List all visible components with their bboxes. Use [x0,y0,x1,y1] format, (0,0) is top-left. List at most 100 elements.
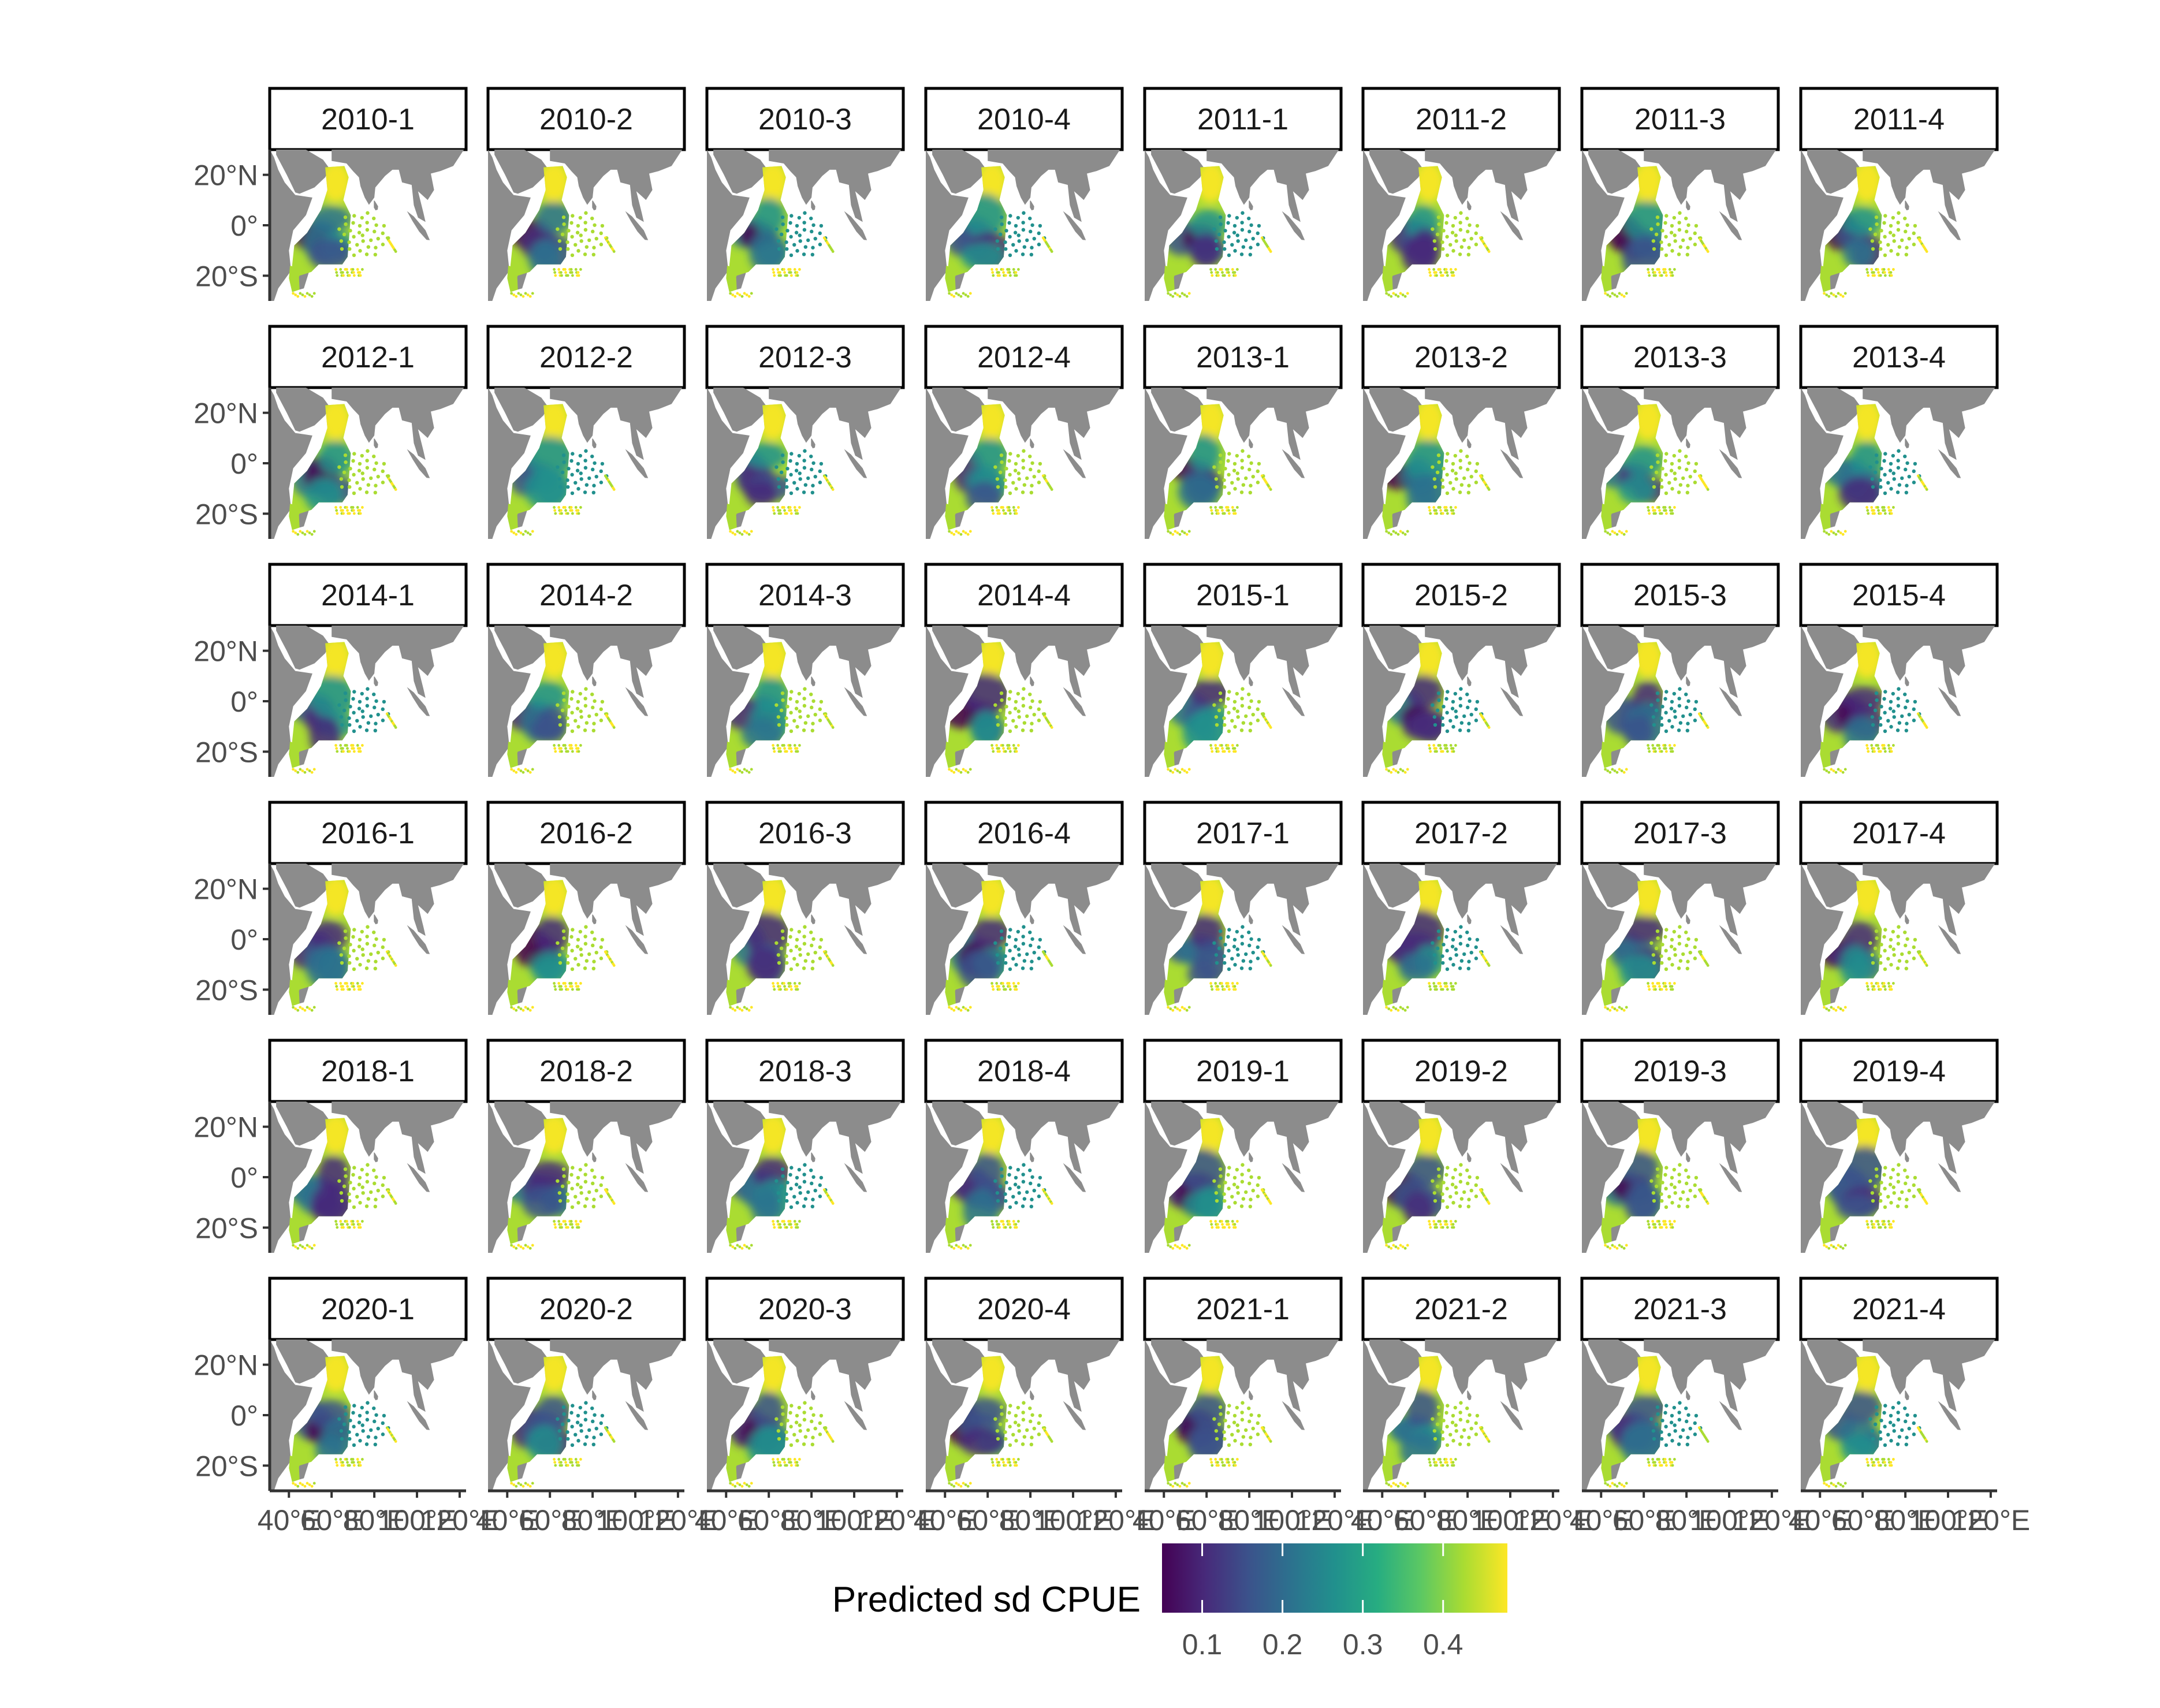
map-area [1363,150,1557,301]
land-sri-lanka [1686,200,1690,210]
map-area [1801,1102,1995,1253]
land-sri-lanka [1030,1390,1034,1400]
map-area [488,150,682,301]
land-south-asia [1425,1339,1557,1412]
y-axis: 20°N0°20°S [193,1339,270,1491]
facet-panel: 2015-1 [1145,564,1341,777]
facet-label: 2014-1 [321,579,415,612]
land-south-asia [1644,626,1776,698]
land-sri-lanka [1686,1390,1690,1400]
facet-strip: 2018-4 [926,1040,1122,1102]
land-sri-lanka [1030,438,1034,448]
facet-label: 2013-2 [1414,341,1508,374]
facet-strip: 2020-4 [926,1278,1122,1339]
land-south-asia [332,388,464,460]
facet-label: 2017-1 [1196,817,1290,850]
facet-label: 2014-4 [977,579,1071,612]
facet-strip: 2016-4 [926,802,1122,864]
land-south-asia [332,150,464,222]
facet-strip: 2016-2 [488,802,684,864]
facet-label: 2011-3 [1634,103,1726,136]
colorbar-tick-label: 0.3 [1343,1628,1383,1661]
land-south-asia [550,150,682,222]
land-sri-lanka [1686,914,1690,924]
facet-panel: 2019-2 [1363,1040,1559,1253]
facet-strip: 2013-3 [1582,326,1778,388]
land-sri-lanka [811,438,815,448]
y-tick-label: 20°N [193,635,258,668]
map-area [488,1102,682,1253]
facet-label: 2012-1 [321,341,415,374]
land-sri-lanka [1249,1390,1253,1400]
land-south-asia [769,864,901,936]
facet-label: 2018-4 [977,1055,1071,1088]
facet-label: 2012-3 [758,341,852,374]
facet-panel: 2011-2 [1363,88,1559,301]
map-area: 20°N0°20°S [193,150,464,301]
land-sri-lanka [811,676,815,686]
facet-strip: 2017-4 [1801,802,1997,864]
map-area [707,388,901,539]
facet-strip: 2011-4 [1801,88,1997,150]
facet-panel: 2019-3 [1582,1040,1778,1253]
map-area [926,864,1120,1015]
land-sri-lanka [374,438,378,448]
facet-panel: 2018-120°N0°20°S [193,1040,466,1253]
facet-panel: 2016-3 [707,802,903,1015]
colorbar-tick-label: 0.1 [1182,1628,1223,1661]
facet-strip: 2017-3 [1582,802,1778,864]
facet-strip: 2015-2 [1363,564,1559,626]
facet-strip: 2012-3 [707,326,903,388]
land-south-asia [1425,626,1557,698]
map-area [1145,150,1339,301]
land-sri-lanka [1030,676,1034,686]
land-sri-lanka [1905,1152,1909,1162]
map-area [1363,864,1557,1015]
facet-label: 2021-3 [1633,1293,1727,1326]
facet-label: 2011-1 [1197,103,1288,136]
facet-strip: 2019-1 [1145,1040,1341,1102]
facet-label: 2010-3 [758,103,852,136]
land-south-asia [550,1339,682,1412]
land-sri-lanka [592,914,596,924]
facet-strip: 2010-2 [488,88,684,150]
facet-panel: 2018-2 [488,1040,684,1253]
land-south-asia [988,626,1120,698]
facet-strip: 2015-4 [1801,564,1997,626]
facet-label: 2014-3 [758,579,852,612]
facet-label: 2020-3 [758,1293,852,1326]
land-south-asia [1206,150,1339,222]
facet-label: 2019-1 [1196,1055,1290,1088]
map-area [707,1102,901,1253]
map-area [926,626,1120,777]
land-sri-lanka [1249,438,1253,448]
facet-strip: 2014-2 [488,564,684,626]
facet-panel: 2018-4 [926,1040,1122,1253]
facet-panel: 2017-4 [1801,802,1997,1015]
land-sri-lanka [592,1390,596,1400]
facet-panel: 2014-4 [926,564,1122,777]
land-south-asia [1425,388,1557,460]
facet-strip: 2017-2 [1363,802,1559,864]
facet-panel: 2017-3 [1582,802,1778,1015]
y-tick-label: 0° [230,924,258,956]
facet-strip: 2020-3 [707,1278,903,1339]
facet-label: 2018-1 [321,1055,415,1088]
y-tick-label: 0° [230,448,258,480]
land-south-asia [550,388,682,460]
facet-label: 2021-1 [1196,1293,1290,1326]
facet-panel: 2010-120°N0°20°S [193,88,466,301]
facet-panel: 2010-2 [488,88,684,301]
land-sri-lanka [1467,1152,1471,1162]
facet-strip: 2015-1 [1145,564,1341,626]
facet-strip: 2010-3 [707,88,903,150]
